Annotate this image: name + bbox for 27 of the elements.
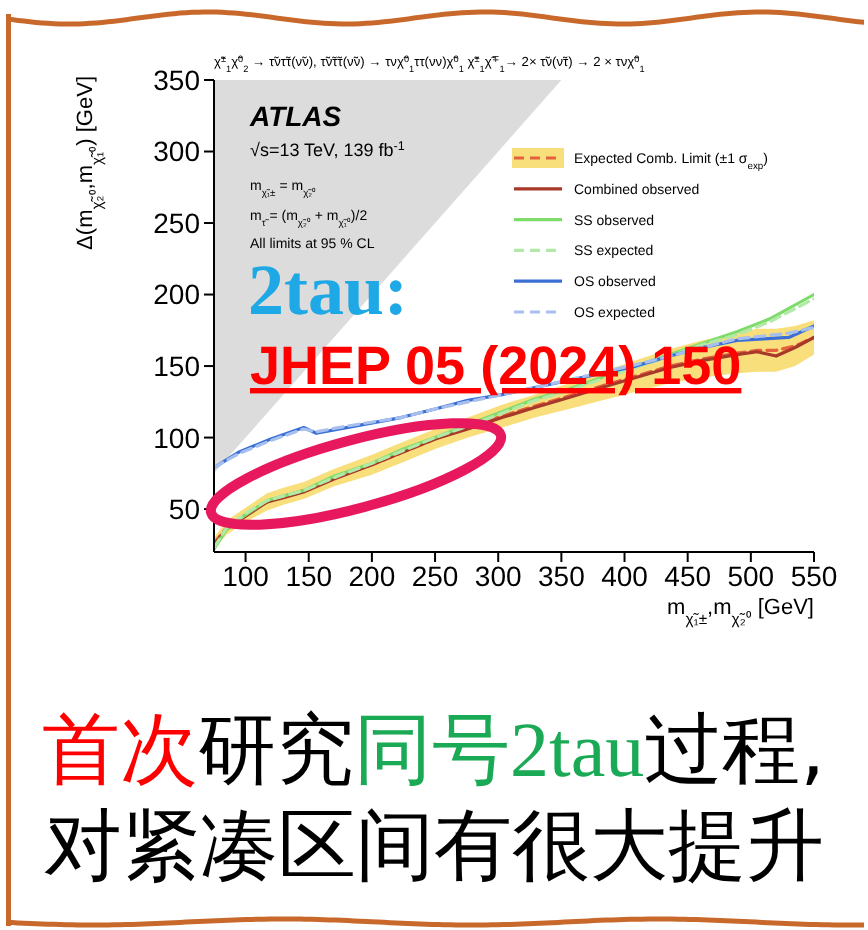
y-tick-label: 150	[153, 350, 201, 382]
text: 2tau	[510, 708, 645, 794]
y-tick-label: 50	[168, 493, 201, 526]
x-axis-title: m$_{χ̃₁±}$,m$_{χ̃₂⁰}$ [GeV]	[667, 596, 814, 627]
annotation: ATLAS	[248, 100, 343, 132]
x-tick-label: 400	[601, 559, 649, 592]
x-tick-label: 350	[538, 559, 586, 592]
text: 同号	[354, 706, 510, 796]
y-tick-label: 100	[153, 421, 201, 454]
text: 过程,	[644, 706, 826, 796]
x-tick-label: 100	[222, 559, 270, 592]
x-tick-label: 200	[348, 559, 396, 592]
annotation: √s=13 TeV, 139 fb$^{-1}$	[250, 139, 406, 160]
text: 研究	[198, 706, 354, 796]
y-tick-label: 300	[153, 135, 201, 168]
text: 首次	[42, 706, 198, 796]
x-tick-label: 450	[664, 559, 712, 592]
text: 对紧凑区间有很大提升	[44, 802, 824, 892]
x-tick-label: 150	[285, 559, 333, 592]
x-tick-label: 250	[411, 559, 459, 592]
y-tick-label: 350	[153, 63, 201, 96]
x-tick-label: 300	[474, 559, 522, 592]
x-tick-label: 550	[790, 559, 838, 592]
x-tick-label: 500	[727, 559, 775, 592]
y-tick-label: 200	[153, 278, 201, 311]
annotation: 2tau:	[248, 250, 408, 330]
y-tick-label: 250	[153, 206, 201, 239]
